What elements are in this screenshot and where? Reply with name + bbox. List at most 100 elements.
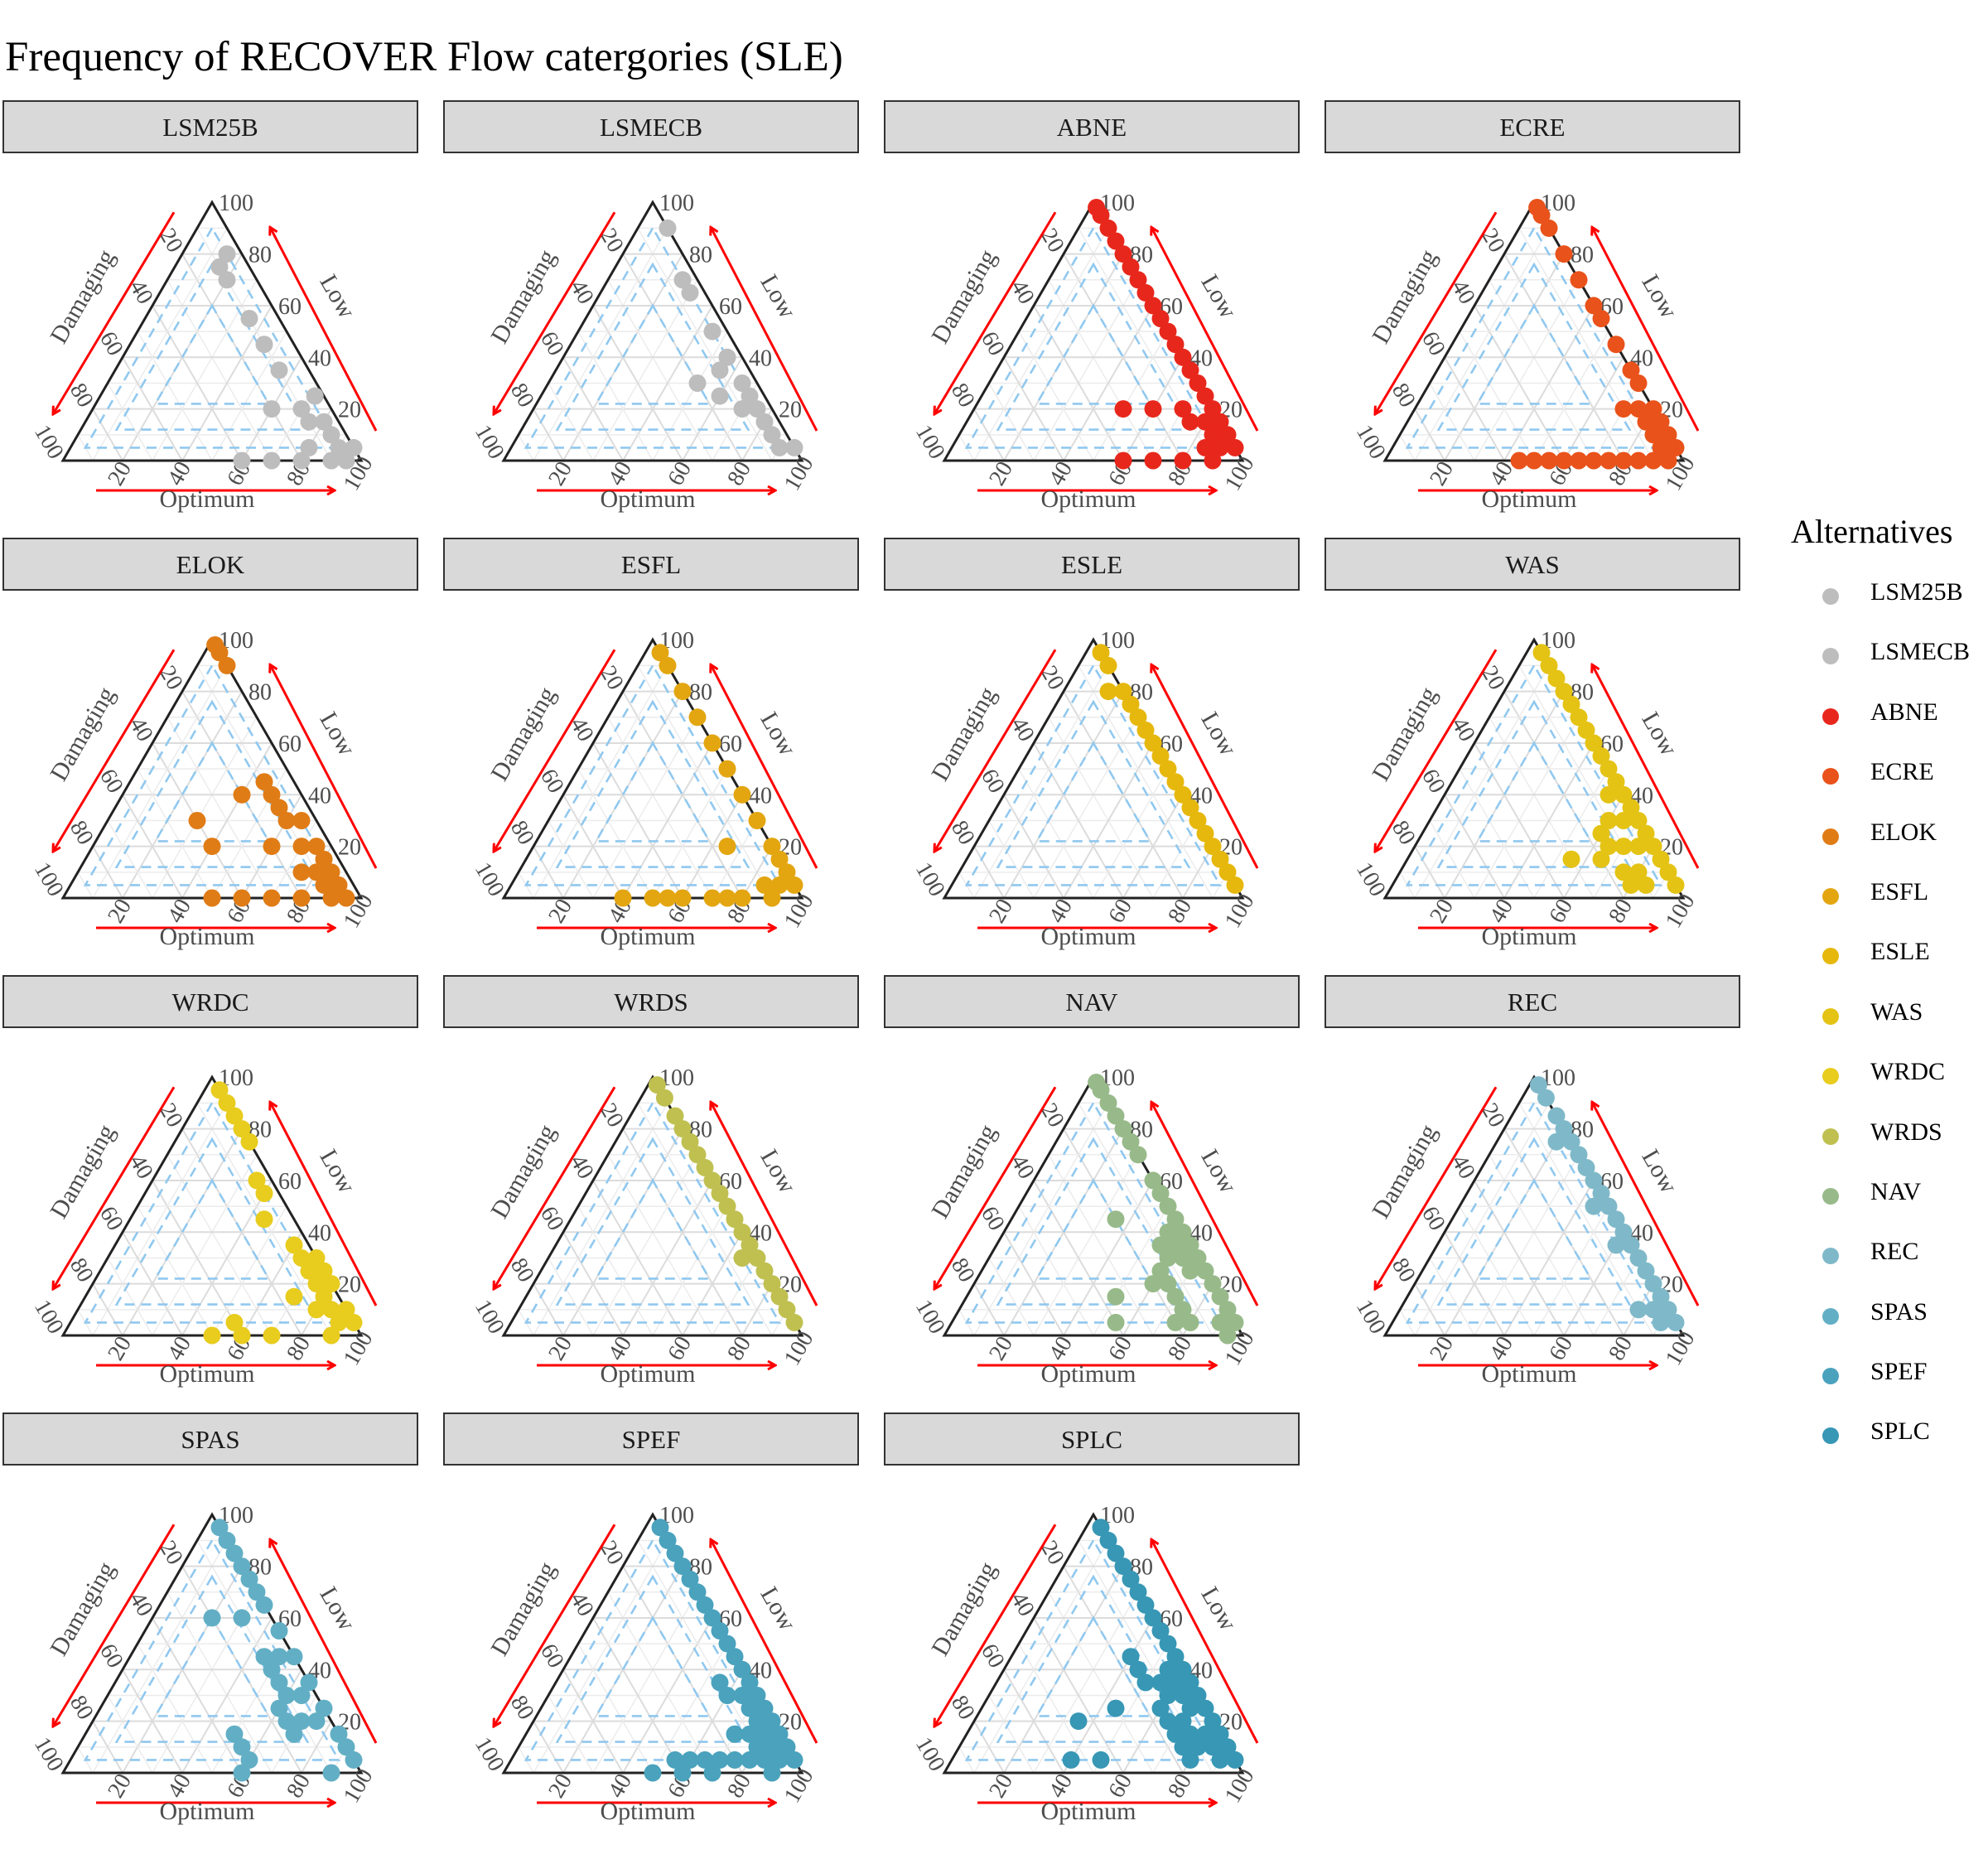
data-point (315, 1262, 333, 1280)
data-point (315, 850, 333, 868)
data-point (263, 785, 281, 804)
data-point (1592, 850, 1610, 868)
grid-line (741, 1283, 773, 1336)
data-point (733, 374, 751, 392)
contour-line (524, 663, 782, 886)
grid-line (1474, 717, 1580, 899)
grid-line (988, 1258, 1035, 1336)
grid-line (533, 408, 564, 461)
data-point (688, 374, 707, 392)
data-point (1629, 1301, 1648, 1319)
low-arrow (711, 1539, 818, 1744)
data-point (1585, 1197, 1603, 1215)
axis-title-low: Low (1636, 1145, 1682, 1198)
data-point (651, 1519, 669, 1537)
data-point (748, 400, 766, 418)
data-point (718, 838, 736, 856)
tick-label-damaging: 100 (29, 1296, 69, 1339)
data-point (1629, 838, 1648, 856)
grid-line (122, 1668, 183, 1774)
data-point (1114, 245, 1132, 263)
data-point (733, 400, 751, 418)
data-point (263, 1326, 281, 1345)
grid-line (607, 279, 713, 461)
data-point (644, 889, 662, 907)
data-point (1129, 1660, 1147, 1678)
data-point (1614, 400, 1633, 418)
data-point (1585, 452, 1603, 470)
axis-title-low: Low (1636, 270, 1682, 323)
contour-line (114, 1574, 310, 1743)
data-point (233, 1764, 251, 1782)
data-point (648, 1076, 666, 1094)
grid-line (92, 665, 228, 899)
data-point (1174, 452, 1192, 470)
low-arrow (1151, 227, 1259, 432)
data-point (292, 400, 311, 418)
data-point (1547, 669, 1566, 688)
grid-line (973, 1721, 1005, 1774)
data-point (1629, 1249, 1648, 1267)
data-point (1570, 452, 1588, 470)
data-point (255, 1185, 273, 1202)
data-point (778, 863, 796, 881)
contour-line (996, 1137, 1191, 1306)
data-point (1181, 1313, 1199, 1331)
data-point (1159, 1687, 1177, 1704)
data-point (1211, 1725, 1229, 1743)
axis-title-low: Low (755, 270, 801, 323)
data-point (1181, 799, 1199, 817)
legend-item-abne: ABNE (1791, 693, 1988, 753)
grid-line (637, 1103, 773, 1336)
data-point (711, 1673, 729, 1692)
data-point (1652, 438, 1670, 456)
tick-label-low: 40 (308, 783, 331, 809)
data-point (330, 1725, 348, 1743)
data-point (337, 889, 355, 907)
grid-line (988, 1695, 1035, 1774)
damaging-arrow (53, 1086, 176, 1289)
data-point (1159, 1660, 1177, 1678)
grid-line (107, 1258, 153, 1336)
legend-swatch (1822, 887, 1839, 905)
data-point (681, 1751, 699, 1769)
contour-line (996, 262, 1191, 431)
tick-label-optimum: 80 (1604, 895, 1638, 928)
data-point (203, 889, 221, 907)
tick-label-optimum: 20 (1425, 1332, 1459, 1365)
contour-line (153, 303, 271, 405)
data-point (1174, 348, 1192, 366)
legend-swatch (1822, 1307, 1839, 1325)
data-point (1667, 1313, 1685, 1331)
data-point (1652, 1287, 1670, 1306)
data-point (277, 812, 296, 829)
data-point (763, 1275, 781, 1293)
data-point (255, 773, 273, 791)
grid-line (92, 1283, 123, 1336)
data-point (1099, 1531, 1117, 1549)
data-point (300, 413, 318, 431)
data-point (1099, 656, 1117, 674)
data-point (1166, 1673, 1185, 1692)
grid-line (1489, 279, 1595, 461)
data-point (1129, 708, 1147, 727)
tick-label-optimum: 20 (103, 1332, 137, 1365)
data-point (1092, 644, 1110, 662)
data-point (188, 812, 206, 829)
legend-item-wrds: WRDS (1791, 1113, 1988, 1173)
axis-title-optimum: Optimum (1481, 1360, 1576, 1388)
legend-item-lsmecb: LSMECB (1791, 633, 1988, 693)
data-point (681, 1570, 699, 1588)
grid-line (1414, 408, 1445, 461)
data-point (755, 413, 774, 431)
data-point (748, 1687, 766, 1704)
facet-strip (884, 100, 1300, 153)
data-point (292, 863, 311, 881)
data-point (345, 1313, 363, 1331)
data-point (673, 1764, 692, 1782)
legend-item-spas: SPAS (1791, 1293, 1988, 1353)
data-point (292, 889, 311, 907)
facet-strip (1325, 538, 1740, 591)
facet-was: WAS202020404040606060808080100100100Opti… (1325, 538, 1740, 950)
